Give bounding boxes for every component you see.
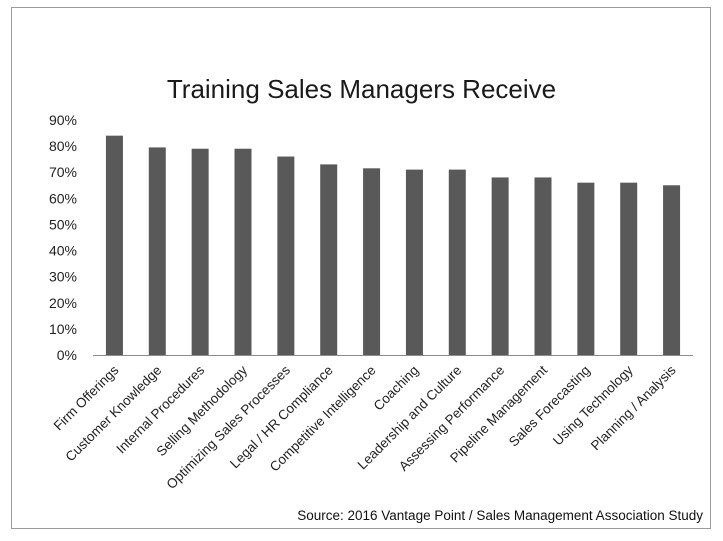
- x-category-label: Sales Forecasting: [506, 363, 593, 450]
- y-tick-label: 60%: [49, 190, 77, 206]
- y-axis: 0% 10% 20% 30% 40% 50% 60% 70% 80% 90%: [49, 112, 77, 363]
- x-category-label: Planning / Analysis: [588, 362, 679, 453]
- bar: [105, 135, 123, 355]
- bar: [491, 177, 509, 355]
- bar: [448, 169, 466, 355]
- bar: [405, 169, 423, 355]
- bar: [363, 168, 381, 355]
- chart-title: Training Sales Managers Receive: [166, 74, 557, 104]
- y-tick-label: 50%: [49, 216, 77, 232]
- bar: [320, 164, 338, 355]
- bar: [234, 148, 252, 355]
- bar-series: [105, 135, 681, 355]
- y-tick-label: 20%: [49, 295, 77, 311]
- x-category-label: Using Technology: [550, 362, 636, 448]
- bar: [148, 147, 166, 355]
- y-tick-label: 30%: [49, 269, 77, 285]
- bar: [577, 182, 595, 355]
- bar: [277, 156, 295, 355]
- bar: [663, 185, 681, 355]
- y-tick-label: 80%: [49, 138, 77, 154]
- bar: [534, 177, 552, 355]
- bar: [620, 182, 638, 355]
- y-tick-label: 90%: [49, 112, 77, 128]
- y-tick-label: 40%: [49, 243, 77, 259]
- bar: [191, 148, 209, 355]
- y-tick-label: 0%: [57, 347, 77, 363]
- y-tick-label: 10%: [49, 321, 77, 337]
- source-note: Source: 2016 Vantage Point / Sales Manag…: [297, 508, 703, 523]
- y-tick-label: 70%: [49, 164, 77, 180]
